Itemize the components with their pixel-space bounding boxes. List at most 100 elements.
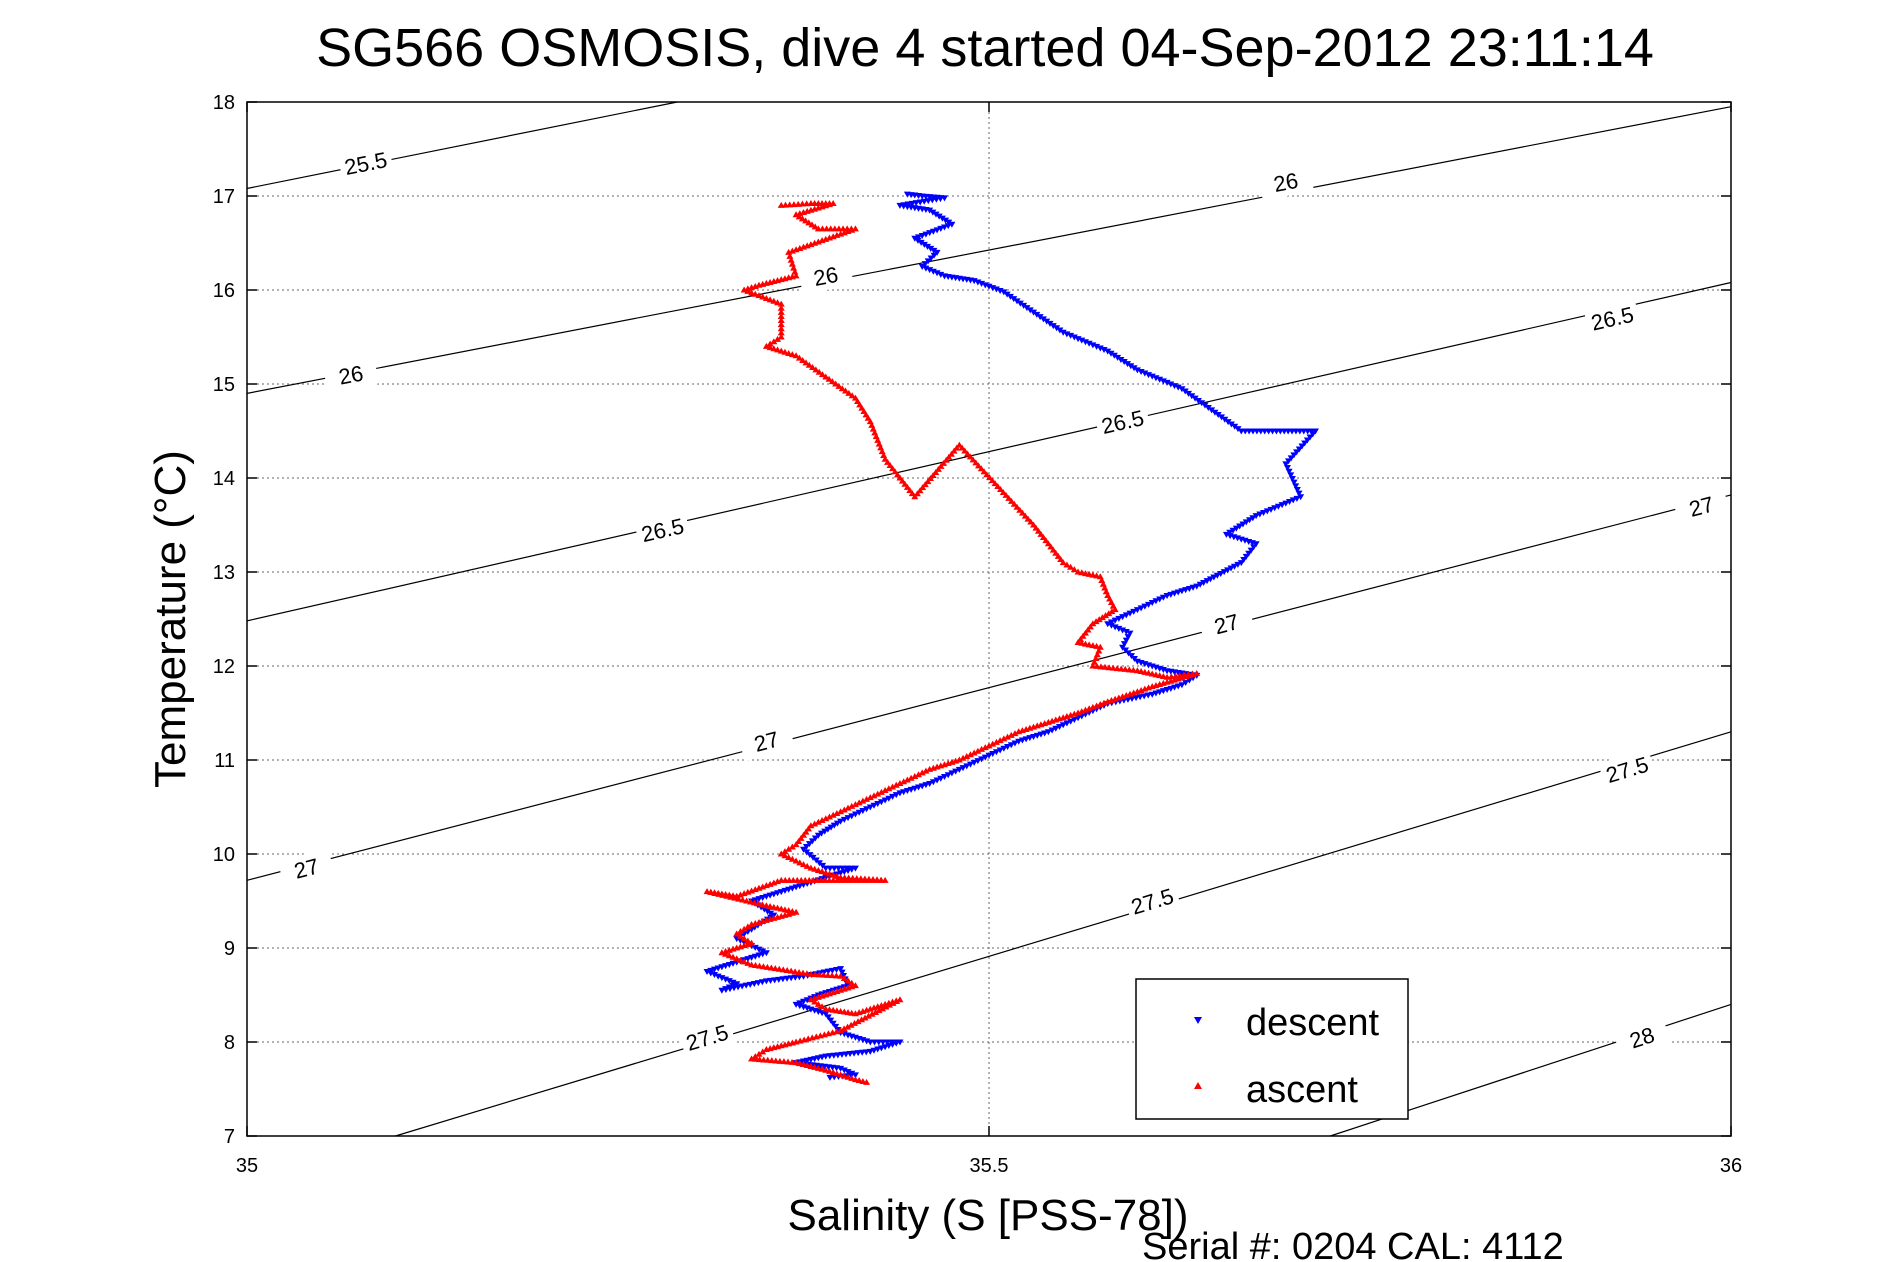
ascent-data-point <box>1048 717 1056 724</box>
descent-data-point <box>1067 718 1075 725</box>
ascent-data-point <box>781 852 789 859</box>
descent-data-point <box>870 802 878 809</box>
descent-data-point <box>707 970 715 977</box>
ascent-data-point <box>777 876 785 883</box>
descent-data-point <box>933 777 941 784</box>
descent-data-point <box>1163 593 1171 599</box>
descent-data-point <box>1127 363 1135 370</box>
ascent-data-point <box>848 802 856 809</box>
ascent-data-point <box>1041 720 1049 727</box>
ascent-data-point <box>848 392 856 399</box>
descent-data-point <box>1163 379 1171 386</box>
descent-data-point <box>1249 515 1257 522</box>
descent-data-point <box>1133 367 1141 374</box>
ascent-data-point <box>719 891 727 898</box>
descent-data-point <box>929 209 937 216</box>
descent-data-point <box>1234 426 1242 433</box>
data-points <box>703 191 1319 1085</box>
descent-data-point <box>1111 624 1119 631</box>
descent-data-point <box>929 268 937 275</box>
ascent-data-point <box>755 281 763 288</box>
ascent-data-point <box>777 308 785 315</box>
descent-data-point <box>1070 716 1078 723</box>
ascent-data-point <box>955 441 963 448</box>
descent-data-point <box>1130 608 1138 615</box>
ascent-data-point <box>989 740 997 747</box>
descent-data-point <box>1236 523 1244 530</box>
descent-data-point <box>840 972 848 979</box>
ascent-data-point <box>815 368 823 375</box>
ascent-data-point <box>866 794 874 801</box>
ascent-data-point <box>832 972 840 979</box>
descent-data-point <box>1020 302 1028 309</box>
descent-data-point <box>877 799 885 806</box>
x-axis-label: Salinity (S [PSS-78]) <box>787 1191 1188 1240</box>
descent-data-point <box>818 830 826 837</box>
ascent-data-point <box>770 338 778 345</box>
ascent-data-point <box>762 342 770 349</box>
ascent-data-point <box>840 1025 848 1032</box>
ascent-data-point <box>786 252 794 259</box>
ascent-data-point <box>766 344 774 351</box>
ascent-data-point <box>844 804 852 811</box>
descent-data-point <box>1221 416 1229 423</box>
descent-data-point <box>1271 505 1279 512</box>
ascent-data-point <box>858 1016 866 1023</box>
ascent-data-point <box>953 444 961 451</box>
ascent-data-point <box>881 787 889 794</box>
contour-label-bg <box>634 510 691 550</box>
y-axis-label: Temperature (°C) <box>146 450 195 788</box>
ascent-data-point <box>744 940 752 947</box>
ascent-data-point <box>805 361 813 368</box>
grid-lines <box>247 102 1731 1136</box>
ascent-data-point <box>787 256 795 263</box>
descent-data-point <box>1227 421 1235 428</box>
descent-data-point <box>821 828 829 835</box>
x-axis-ticks: 35 35.5 36 <box>236 102 1742 1177</box>
ascent-data-point <box>999 488 1007 495</box>
descent-data-point <box>1159 378 1167 385</box>
ascent-data-point <box>751 1053 759 1060</box>
ascent-data-point <box>740 942 748 949</box>
ascent-data-point <box>1037 721 1045 728</box>
y-tick-label: 16 <box>213 280 235 302</box>
descent-data-point <box>822 1011 830 1018</box>
ascent-data-point <box>800 861 807 868</box>
ascent-data-point <box>729 945 737 952</box>
descent-data-point <box>945 219 953 226</box>
contour-label-bg <box>277 848 336 889</box>
descent-data-point <box>1100 347 1108 354</box>
ascent-data-point <box>1004 733 1012 740</box>
ascent-data-point <box>833 987 841 994</box>
ascent-data-point <box>814 818 822 825</box>
contour-label-bg <box>797 257 854 295</box>
descent-data-point <box>803 997 811 1004</box>
ascent-data-point <box>751 886 759 893</box>
descent-data-point <box>1048 727 1056 734</box>
descent-data-point <box>840 1067 848 1074</box>
density-contour-line <box>246 494 1732 881</box>
ascent-data-point <box>744 937 752 944</box>
contour-label-bg <box>1583 298 1641 338</box>
density-contour-line <box>246 281 1732 622</box>
descent-data-point <box>730 985 738 992</box>
descent-data-point <box>751 944 759 951</box>
descent-data-point <box>1285 468 1293 475</box>
ascent-data-point <box>937 762 945 769</box>
ascent-data-point <box>825 813 833 820</box>
ascent-data-point <box>961 447 969 454</box>
ascent-data-point <box>799 357 807 363</box>
descent-data-point <box>996 747 1004 754</box>
descent-data-point <box>1185 390 1193 397</box>
ascent-data-point <box>840 806 848 813</box>
descent-data-point <box>837 1065 845 1072</box>
y-tick-label: 9 <box>224 938 235 960</box>
ascent-data-point <box>915 771 923 778</box>
ascent-data-point <box>727 893 735 900</box>
descent-data-point <box>1201 402 1209 409</box>
ascent-data-point <box>1067 563 1075 570</box>
descent-data-point <box>1056 327 1064 334</box>
descent-data-point <box>1052 725 1060 732</box>
descent-data-point <box>948 770 956 777</box>
ascent-data-point <box>725 946 733 953</box>
